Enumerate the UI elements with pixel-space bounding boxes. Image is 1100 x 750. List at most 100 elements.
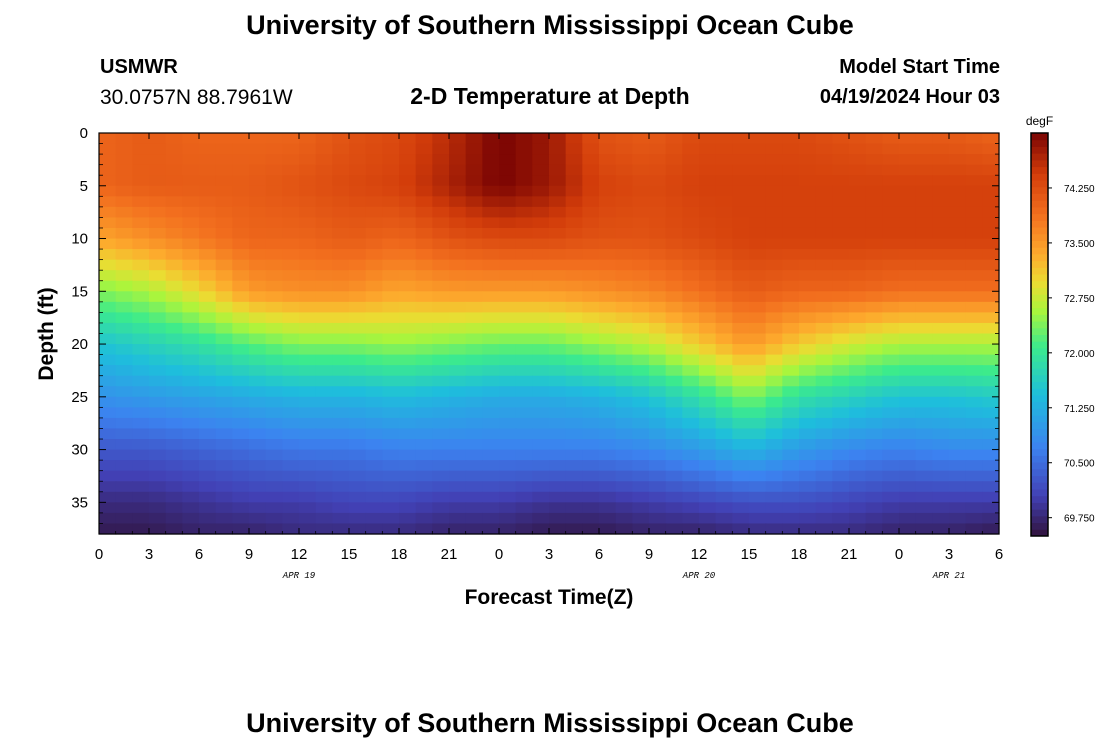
heatmap-cell [849,428,867,440]
heatmap-cell [932,175,950,187]
heatmap-cell [315,291,333,303]
heatmap-cell [532,270,550,282]
heatmap-cell [332,143,350,155]
heatmap-cell [315,523,333,535]
heatmap-cell [449,333,467,345]
heatmap-cell [899,143,917,155]
heatmap-cell [99,417,117,430]
heatmap-cell [532,249,550,261]
heatmap-cell [215,344,233,356]
heatmap-cell [432,301,450,313]
heatmap-cell [365,449,383,461]
heatmap-cell [882,428,900,440]
heatmap-cell [432,449,450,461]
heatmap-cell [432,154,450,166]
heatmap-cell [915,143,933,155]
heatmap-cell [382,375,400,387]
heatmap-cell [299,481,317,493]
heatmap-cell [882,491,900,503]
heatmap-cell [399,154,417,166]
y-axis-title: Depth (ft) [35,287,58,380]
heatmap-cell [749,206,767,219]
heatmap-cell [782,344,800,356]
colorbar-swatch [1031,502,1048,510]
heatmap-cell [515,291,533,303]
heatmap-cell [365,291,383,303]
model-start-date: 04/19/2024 Hour 03 [819,86,1000,108]
heatmap-cell [132,185,150,197]
heatmap-cell [532,280,550,292]
heatmap-cell [815,375,833,387]
heatmap-cell [515,365,533,377]
heatmap-cell [349,291,367,303]
heatmap-cell [515,312,533,324]
heatmap-cell [515,470,533,482]
heatmap-cell [749,154,767,166]
heatmap-cell [765,512,783,525]
heatmap-cell [815,428,833,440]
heatmap-cell [949,460,967,472]
heatmap-cell [649,428,667,440]
heatmap-cell [315,481,333,493]
heatmap-cell [882,217,900,229]
heatmap-cell [132,417,150,430]
heatmap-cell [115,164,133,176]
heatmap-cell [649,164,667,176]
heatmap-cell [499,439,517,451]
heatmap-cell [199,396,217,408]
heatmap-cell [765,428,783,440]
heatmap-cell [482,206,500,219]
colorbar-swatch [1031,435,1048,443]
model-start-label: Model Start Time [839,56,1000,78]
heatmap-cell [415,322,433,335]
heatmap-cell [832,344,850,356]
heatmap-cell [482,280,500,292]
heatmap-cell [182,375,200,387]
heatmap-cell [965,206,983,219]
heatmap-cell [849,439,867,451]
heatmap-cell [849,291,867,303]
heatmap-cell [915,291,933,303]
heatmap-cell [532,154,550,166]
heatmap-cell [149,301,167,313]
heatmap-cell [299,133,317,145]
heatmap-cell [315,428,333,440]
heatmap-cell [382,217,400,229]
heatmap-cell [782,428,800,440]
heatmap-cell [632,354,650,366]
heatmap-cell [599,365,617,377]
heatmap-cell [782,407,800,419]
heatmap-cell [815,407,833,419]
heatmap-cell [849,143,867,155]
heatmap-cell [599,502,617,514]
heatmap-cell [799,460,817,472]
heatmap-cell [699,270,717,282]
heatmap-cell [265,439,283,451]
x-tick-label: 12 [691,546,708,563]
heatmap-cell [765,143,783,155]
heatmap-cell [115,386,133,398]
heatmap-cell [665,270,683,282]
heatmap-cell [682,375,700,387]
heatmap-cell [315,344,333,356]
heatmap-cell [882,270,900,282]
heatmap-cell [332,460,350,472]
heatmap-cell [282,512,300,525]
heatmap-cell [399,365,417,377]
heatmap-cell [149,523,167,535]
heatmap-cell [332,417,350,430]
heatmap-cell [349,185,367,197]
heatmap-cell [582,270,600,282]
heatmap-cell [932,439,950,451]
heatmap-cell [599,428,617,440]
heatmap-cell [265,249,283,261]
heatmap-cell [982,206,1000,219]
heatmap-cell [182,354,200,366]
heatmap-cell [765,270,783,282]
heatmap-cell [499,407,517,419]
heatmap-cell [949,344,967,356]
heatmap-cell [749,238,767,250]
heatmap-cell [632,249,650,261]
heatmap-cell [399,449,417,461]
